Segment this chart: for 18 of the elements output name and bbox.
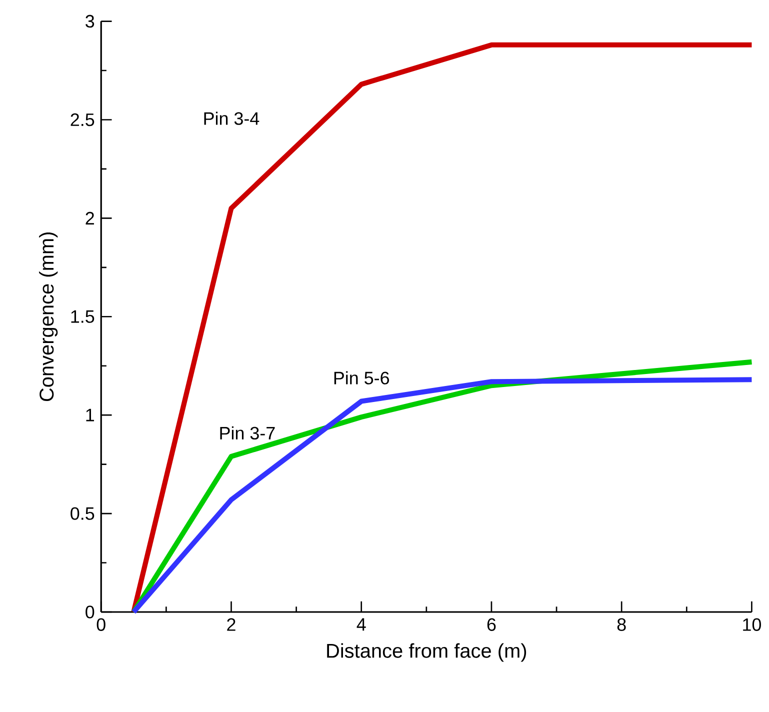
y-tick-label: 2.5 — [70, 113, 94, 126]
x-axis-title: Distance from face (m) — [327, 643, 526, 662]
y-tick-label: 2 — [86, 212, 94, 225]
x-tick-label: 8 — [617, 618, 626, 632]
x-tick-label: 0 — [96, 618, 106, 632]
y-axis-title: Convergence (mm) — [39, 232, 58, 402]
series-label: Pin 3-7 — [220, 426, 275, 440]
series-label: Pin 5-6 — [334, 371, 389, 385]
x-tick-label: 4 — [356, 618, 366, 631]
y-tick-label: 3 — [86, 15, 94, 28]
x-tick-label: 2 — [227, 618, 236, 631]
text: Pin 3-4 — [204, 112, 260, 126]
y-tick-label: 1 — [86, 409, 94, 422]
y-tick-label: 0.5 — [70, 507, 94, 520]
y-tick-label: 0 — [86, 606, 94, 618]
y-tick-label: 1.5 — [71, 310, 94, 324]
x-tick-label: 10 — [743, 618, 761, 632]
x-tick-label: 6 — [487, 618, 496, 632]
